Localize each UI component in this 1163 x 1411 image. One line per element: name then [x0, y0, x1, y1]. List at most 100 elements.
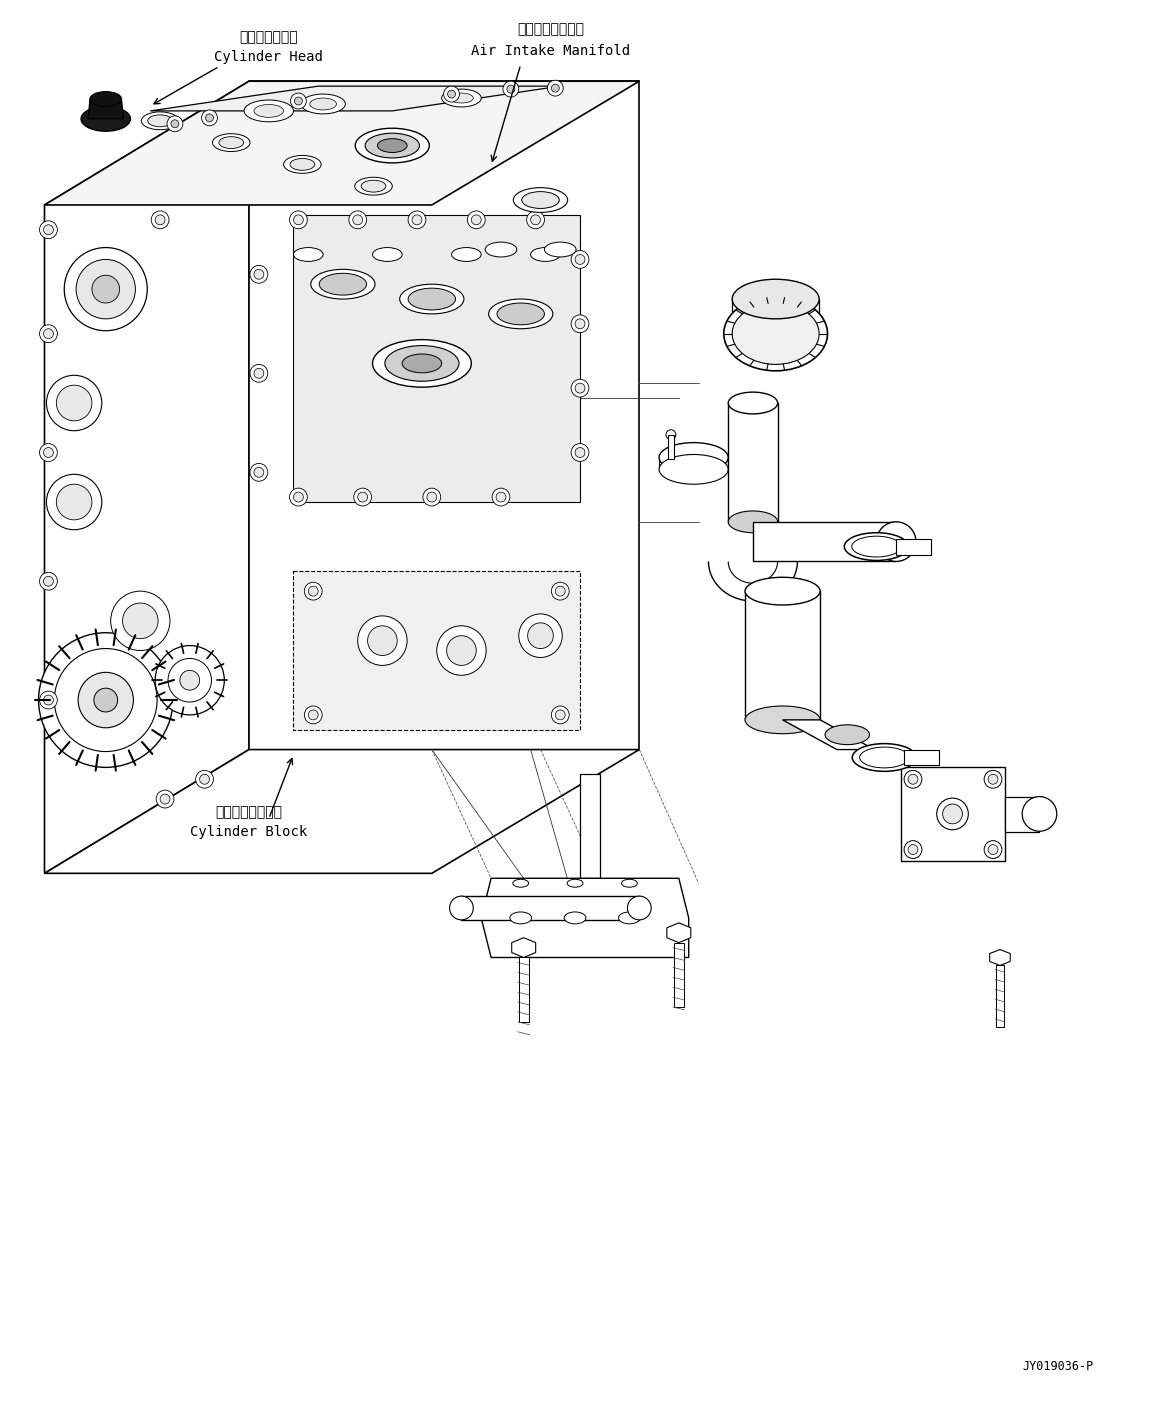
Circle shape [354, 488, 371, 507]
Circle shape [492, 488, 509, 507]
Circle shape [471, 214, 481, 224]
Ellipse shape [142, 111, 179, 130]
Circle shape [571, 380, 588, 396]
Circle shape [160, 794, 170, 804]
Circle shape [507, 85, 515, 93]
Circle shape [936, 799, 969, 830]
Polygon shape [88, 99, 123, 119]
Circle shape [908, 845, 918, 855]
Ellipse shape [628, 896, 651, 920]
Circle shape [943, 804, 963, 824]
Ellipse shape [402, 354, 442, 373]
Ellipse shape [365, 133, 420, 158]
Ellipse shape [311, 270, 374, 299]
Circle shape [502, 82, 519, 97]
Ellipse shape [148, 114, 172, 127]
Polygon shape [783, 720, 875, 749]
Circle shape [305, 706, 322, 724]
Ellipse shape [564, 912, 586, 924]
Circle shape [40, 443, 57, 461]
Ellipse shape [213, 134, 250, 151]
Circle shape [38, 632, 173, 768]
Ellipse shape [254, 104, 284, 117]
Circle shape [47, 375, 102, 430]
Circle shape [254, 467, 264, 477]
Circle shape [519, 614, 562, 658]
Ellipse shape [509, 912, 531, 924]
Circle shape [571, 315, 588, 333]
Ellipse shape [451, 247, 481, 261]
Ellipse shape [450, 93, 473, 103]
Circle shape [908, 775, 918, 785]
Ellipse shape [362, 181, 386, 192]
Ellipse shape [309, 97, 336, 110]
Polygon shape [673, 943, 684, 1007]
Ellipse shape [513, 188, 568, 213]
Ellipse shape [619, 912, 641, 924]
Ellipse shape [90, 92, 122, 106]
Polygon shape [728, 404, 778, 522]
Circle shape [548, 80, 563, 96]
Polygon shape [990, 950, 1011, 965]
Polygon shape [1005, 797, 1040, 831]
Text: JY019036-P: JY019036-P [1022, 1360, 1094, 1373]
Circle shape [530, 214, 541, 224]
Circle shape [40, 220, 57, 238]
Circle shape [43, 447, 53, 457]
Ellipse shape [1022, 797, 1057, 831]
Circle shape [56, 484, 92, 519]
Text: Cylinder Head: Cylinder Head [214, 51, 323, 65]
Ellipse shape [844, 533, 908, 560]
Circle shape [551, 85, 559, 92]
Ellipse shape [877, 522, 916, 562]
Ellipse shape [385, 346, 459, 381]
Circle shape [156, 790, 174, 809]
Polygon shape [44, 82, 640, 205]
Circle shape [575, 319, 585, 329]
Polygon shape [512, 938, 536, 958]
Circle shape [294, 97, 302, 104]
Circle shape [250, 265, 267, 284]
Ellipse shape [408, 288, 456, 310]
Polygon shape [580, 775, 600, 878]
Text: シリンダヘッド: シリンダヘッド [240, 31, 298, 45]
Polygon shape [44, 82, 249, 873]
Circle shape [468, 210, 485, 229]
Ellipse shape [859, 746, 909, 768]
Ellipse shape [355, 178, 392, 195]
Circle shape [447, 636, 477, 666]
Circle shape [984, 841, 1001, 858]
Polygon shape [666, 923, 691, 943]
Ellipse shape [568, 879, 583, 888]
Polygon shape [293, 571, 580, 729]
Ellipse shape [81, 106, 130, 131]
Circle shape [575, 447, 585, 457]
Polygon shape [668, 435, 673, 460]
Circle shape [352, 214, 363, 224]
Circle shape [151, 210, 169, 229]
Ellipse shape [319, 274, 366, 295]
Ellipse shape [852, 744, 916, 772]
Circle shape [254, 270, 264, 279]
Circle shape [56, 385, 92, 420]
Ellipse shape [378, 138, 407, 152]
Polygon shape [519, 958, 529, 1022]
Circle shape [358, 492, 368, 502]
Circle shape [308, 710, 319, 720]
Text: シリンダブロック: シリンダブロック [215, 804, 283, 818]
Polygon shape [44, 749, 640, 873]
Ellipse shape [522, 192, 559, 209]
Circle shape [40, 691, 57, 708]
Circle shape [167, 659, 212, 703]
Ellipse shape [659, 454, 728, 484]
Ellipse shape [728, 392, 778, 413]
Ellipse shape [355, 128, 429, 162]
Circle shape [308, 586, 319, 595]
Circle shape [443, 86, 459, 102]
Circle shape [989, 775, 998, 785]
Circle shape [437, 626, 486, 676]
Circle shape [155, 646, 224, 715]
Circle shape [76, 260, 135, 319]
Circle shape [290, 488, 307, 507]
Circle shape [171, 120, 179, 128]
